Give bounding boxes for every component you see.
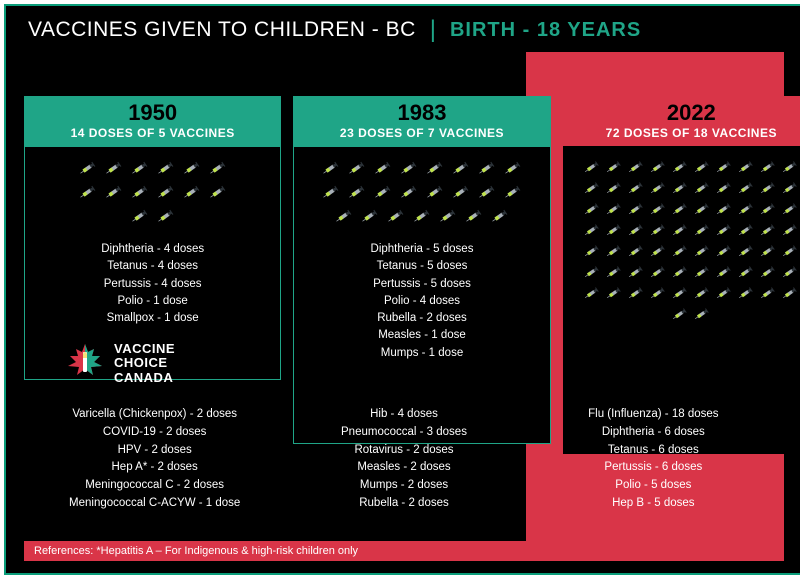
vaccine-item: Pertussis - 4 doses xyxy=(31,276,274,293)
panel-year: 1983 xyxy=(293,100,550,126)
title-bar: VACCINES GIVEN TO CHILDREN - BC | BIRTH … xyxy=(6,6,800,50)
title-divider: | xyxy=(430,16,436,44)
vaccine-item: Tetanus - 6 doses xyxy=(529,442,778,460)
vaccine-item: Mumps - 2 doses xyxy=(279,477,528,495)
vaccine-item: Varicella (Chickenpox) - 2 doses xyxy=(30,406,279,424)
vaccine-item: Diphtheria - 6 doses xyxy=(529,424,778,442)
vaccine-item: Diphtheria - 5 doses xyxy=(300,241,543,258)
panel-year: 1950 xyxy=(24,100,281,126)
logo-line2: CHOICE xyxy=(114,356,175,370)
vaccine-item: Polio - 4 doses xyxy=(300,293,543,310)
vaccine-item: Polio - 5 doses xyxy=(529,477,778,495)
vaccine-item: Meningococcal C-ACYW - 1 dose xyxy=(30,495,279,513)
vaccine-item: Tetanus - 5 doses xyxy=(300,258,543,275)
vaccine-item: Hep A* - 2 doses xyxy=(30,459,279,477)
panels-row: 1950 14 DOSES OF 5 VACCINES xyxy=(24,96,800,454)
vaccine-item: Measles - 1 dose xyxy=(300,327,543,344)
vaccine-item: Hib - 4 doses xyxy=(279,406,528,424)
vaccine-list: Diphtheria - 4 dosesTetanus - 4 dosesPer… xyxy=(31,241,274,327)
vaccine-item: Tetanus - 4 doses xyxy=(31,258,274,275)
panel-body: Diphtheria - 5 dosesTetanus - 5 dosesPer… xyxy=(293,146,550,444)
vaccine-item: Diphtheria - 4 doses xyxy=(31,241,274,258)
bottom-col-3: Flu (Influenza) - 18 dosesDiphtheria - 6… xyxy=(529,406,778,513)
vaccine-item: Measles - 2 doses xyxy=(279,459,528,477)
infographic-frame: VACCINES GIVEN TO CHILDREN - BC | BIRTH … xyxy=(4,4,800,575)
vaccine-item: Polio - 1 dose xyxy=(31,293,274,310)
panel-subtitle: 23 DOSES OF 7 VACCINES xyxy=(293,126,550,140)
panel-subtitle: 72 DOSES OF 18 VACCINES xyxy=(563,126,800,140)
panel-header: 1950 14 DOSES OF 5 VACCINES xyxy=(24,96,281,146)
vaccine-item: Mumps - 1 dose xyxy=(300,345,543,362)
syringe-grid xyxy=(75,153,231,235)
org-logo: VACCINE CHOICE CANADA xyxy=(64,342,175,385)
vaccine-item: Smallpox - 1 dose xyxy=(31,310,274,327)
syringe-grid xyxy=(581,153,800,332)
bottom-col-2: Hib - 4 dosesPneumococcal - 3 dosesRotav… xyxy=(279,406,528,513)
vaccine-item: Meningococcal C - 2 doses xyxy=(30,477,279,495)
vaccine-item: Pertussis - 5 doses xyxy=(300,276,543,293)
panel-1983: 1983 23 DOSES OF 7 VACCINES xyxy=(293,96,550,454)
panel-1950: 1950 14 DOSES OF 5 VACCINES xyxy=(24,96,281,454)
logo-text: VACCINE CHOICE CANADA xyxy=(114,342,175,385)
vaccine-item: COVID-19 - 2 doses xyxy=(30,424,279,442)
vaccine-item: Rotavirus - 2 doses xyxy=(279,442,528,460)
vaccine-item: Hep B - 5 doses xyxy=(529,495,778,513)
vaccine-item: Pertussis - 6 doses xyxy=(529,459,778,477)
vaccine-list: Diphtheria - 5 dosesTetanus - 5 dosesPer… xyxy=(300,241,543,362)
syringe-grid xyxy=(318,153,526,235)
logo-line1: VACCINE xyxy=(114,342,175,356)
panel-year: 2022 xyxy=(563,100,800,126)
maple-leaf-icon xyxy=(64,342,106,384)
vaccine-item: HPV - 2 doses xyxy=(30,442,279,460)
vaccine-item: Flu (Influenza) - 18 doses xyxy=(529,406,778,424)
title-subtitle: BIRTH - 18 YEARS xyxy=(450,19,641,42)
panel-header: 2022 72 DOSES OF 18 VACCINES xyxy=(563,96,800,146)
vaccine-item: Rubella - 2 doses xyxy=(279,495,528,513)
panel-subtitle: 14 DOSES OF 5 VACCINES xyxy=(24,126,281,140)
panel-header: 1983 23 DOSES OF 7 VACCINES xyxy=(293,96,550,146)
title-main: VACCINES GIVEN TO CHILDREN - BC xyxy=(28,18,416,42)
bottom-vaccine-lists: Varicella (Chickenpox) - 2 dosesCOVID-19… xyxy=(30,406,778,513)
panel-2022: 2022 72 DOSES OF 18 VACCINES xyxy=(563,96,800,454)
vaccine-item: Rubella - 2 doses xyxy=(300,310,543,327)
vaccine-item: Pneumococcal - 3 doses xyxy=(279,424,528,442)
bottom-col-1: Varicella (Chickenpox) - 2 dosesCOVID-19… xyxy=(30,406,279,513)
reference-footer: References: *Hepatitis A – For Indigenou… xyxy=(24,541,784,561)
logo-line3: CANADA xyxy=(114,371,175,385)
